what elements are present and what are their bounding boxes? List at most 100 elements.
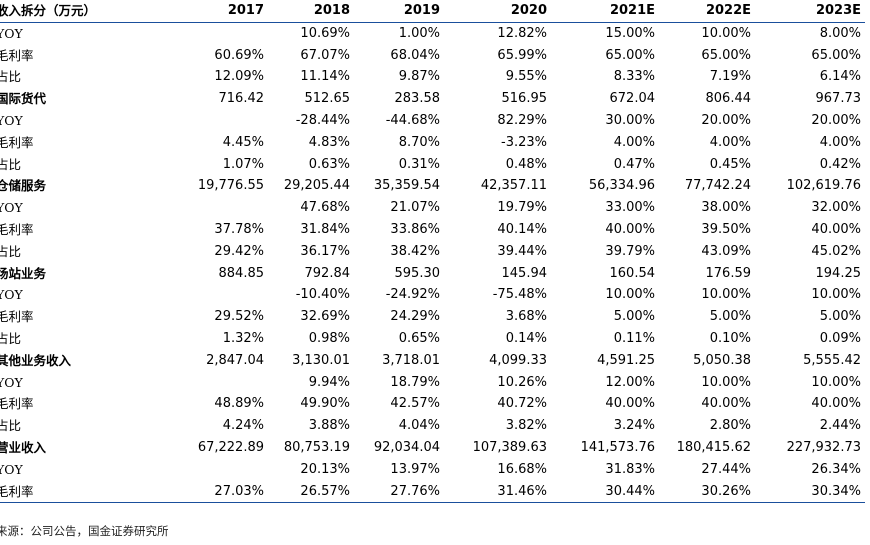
value-cell: 67.07% bbox=[300, 47, 350, 63]
value-cell: 884.85 bbox=[218, 265, 265, 281]
row-label: YOY bbox=[0, 25, 23, 41]
value-cell: -24.92% bbox=[385, 287, 440, 303]
value-cell bbox=[176, 284, 268, 306]
row-label: 占比 bbox=[0, 418, 22, 434]
value-cell: 40.14% bbox=[497, 221, 547, 237]
value-cell: -28.44% bbox=[295, 112, 350, 128]
value-cell: 227,932.73 bbox=[786, 439, 861, 455]
row-label: 其他业务收入 bbox=[0, 352, 72, 368]
value-cell bbox=[176, 372, 268, 394]
table-section-row: 其他业务收入 2,847.04 3,130.01 3,718.01 4,099.33 4,… bbox=[0, 350, 865, 372]
value-cell: 36.17% bbox=[300, 243, 350, 259]
value-cell: 176.59 bbox=[705, 265, 752, 281]
value-cell: 31.83% bbox=[605, 461, 655, 477]
value-cell: 19.79% bbox=[497, 200, 547, 216]
value-cell: 716.42 bbox=[218, 91, 265, 107]
value-cell: 33.86% bbox=[390, 221, 440, 237]
value-cell: 160.54 bbox=[609, 265, 656, 281]
value-cell: 31.84% bbox=[300, 221, 350, 237]
row-label: 场站业务 bbox=[0, 265, 47, 281]
value-cell: 2,847.04 bbox=[206, 352, 264, 368]
row-label: 占比 bbox=[0, 69, 22, 85]
value-cell: 30.26% bbox=[659, 480, 755, 504]
value-cell: 0.10% bbox=[709, 330, 751, 346]
row-label: 毛利率 bbox=[0, 221, 34, 237]
table-row: 毛利率 37.78% 31.84% 33.86% 40.14% 40.00% 39.50% 4… bbox=[0, 219, 865, 241]
header-cell-year: 2020 bbox=[444, 0, 551, 23]
table-row: 毛利率 27.03% 26.57% 27.76% 31.46% 30.44% 30.26% 3… bbox=[0, 480, 865, 504]
value-cell: 3.68% bbox=[505, 309, 547, 325]
row-label: 仓储服务 bbox=[0, 178, 47, 194]
value-cell: 26.34% bbox=[811, 461, 861, 477]
value-cell: 65.00% bbox=[701, 47, 751, 63]
value-cell: 92,034.04 bbox=[373, 439, 440, 455]
value-cell: 4.45% bbox=[222, 134, 264, 150]
value-cell: 35,359.54 bbox=[373, 178, 440, 194]
value-cell: 0.65% bbox=[398, 330, 440, 346]
table-row: 占比 1.32% 0.98% 0.65% 0.14% 0.11% 0.10% 0.09% bbox=[0, 328, 865, 350]
value-cell: 21.07% bbox=[390, 200, 440, 216]
row-label: 占比 bbox=[0, 243, 22, 259]
value-cell: 67,222.89 bbox=[197, 439, 264, 455]
value-cell: 0.45% bbox=[709, 156, 751, 172]
row-label: YOY bbox=[0, 374, 23, 390]
value-cell: 4.83% bbox=[308, 134, 350, 150]
value-cell: 10.26% bbox=[497, 374, 547, 390]
value-cell: 9.55% bbox=[505, 69, 547, 85]
value-cell: 42,357.11 bbox=[480, 178, 547, 194]
value-cell: 4.04% bbox=[398, 418, 440, 434]
row-label: 毛利率 bbox=[0, 134, 34, 150]
value-cell: 45.02% bbox=[811, 243, 861, 259]
table-row: YOY 47.68% 21.07% 19.79% 33.00% 38.00% 32.00% bbox=[0, 197, 865, 219]
value-cell: 5,050.38 bbox=[693, 352, 751, 368]
table-row: YOY 20.13% 13.97% 16.68% 31.83% 27.44% 26.34% bbox=[0, 459, 865, 481]
value-cell: 1.07% bbox=[222, 156, 264, 172]
row-label: 国际货代 bbox=[0, 91, 47, 107]
value-cell: 80,753.19 bbox=[283, 439, 350, 455]
value-cell: 102,619.76 bbox=[786, 178, 861, 194]
value-cell: 792.84 bbox=[304, 265, 351, 281]
value-cell: 65.00% bbox=[811, 47, 861, 63]
header-cell-year: 2017 bbox=[176, 0, 268, 23]
value-cell: -3.23% bbox=[501, 134, 547, 150]
value-cell: 7.19% bbox=[709, 69, 751, 85]
value-cell: 32.00% bbox=[811, 200, 861, 216]
value-cell: 10.00% bbox=[811, 374, 861, 390]
value-cell: 4.24% bbox=[222, 418, 264, 434]
value-cell: 4.00% bbox=[709, 134, 751, 150]
value-cell: 672.04 bbox=[609, 91, 656, 107]
value-cell: 38.00% bbox=[701, 200, 751, 216]
row-label: YOY bbox=[0, 287, 23, 303]
value-cell bbox=[176, 110, 268, 132]
value-cell: 3.24% bbox=[613, 418, 655, 434]
value-cell: 56,334.96 bbox=[588, 178, 655, 194]
header-cell-year: 2023E bbox=[755, 0, 865, 23]
value-cell: 967.73 bbox=[815, 91, 862, 107]
value-cell: 0.48% bbox=[505, 156, 547, 172]
value-cell: 29.42% bbox=[214, 243, 264, 259]
value-cell: 43.09% bbox=[701, 243, 751, 259]
value-cell: 0.09% bbox=[819, 330, 861, 346]
value-cell: 5.00% bbox=[709, 309, 751, 325]
value-cell: 4,591.25 bbox=[597, 352, 655, 368]
header-cell-title: 收入拆分（万元） bbox=[0, 0, 176, 23]
value-cell: 60.69% bbox=[214, 47, 264, 63]
value-cell: 595.30 bbox=[394, 265, 441, 281]
value-cell: 0.14% bbox=[505, 330, 547, 346]
row-label: 毛利率 bbox=[0, 47, 34, 63]
value-cell: 49.90% bbox=[300, 396, 350, 412]
header-cell-year: 2022E bbox=[659, 0, 755, 23]
value-cell: 4.00% bbox=[819, 134, 861, 150]
value-cell: 20.13% bbox=[300, 461, 350, 477]
value-cell: 12.09% bbox=[214, 69, 264, 85]
row-label: 营业收入 bbox=[0, 439, 47, 455]
value-cell: 512.65 bbox=[304, 91, 351, 107]
table-section-row: 营业收入 67,222.89 80,753.19 92,034.04 107,389.6… bbox=[0, 437, 865, 459]
value-cell: 145.94 bbox=[501, 265, 548, 281]
value-cell: 31.46% bbox=[444, 480, 551, 504]
value-cell: 0.11% bbox=[613, 330, 655, 346]
value-cell: 0.47% bbox=[613, 156, 655, 172]
value-cell: 27.76% bbox=[354, 480, 444, 504]
value-cell: 9.87% bbox=[398, 69, 440, 85]
value-cell: 77,742.24 bbox=[684, 178, 751, 194]
